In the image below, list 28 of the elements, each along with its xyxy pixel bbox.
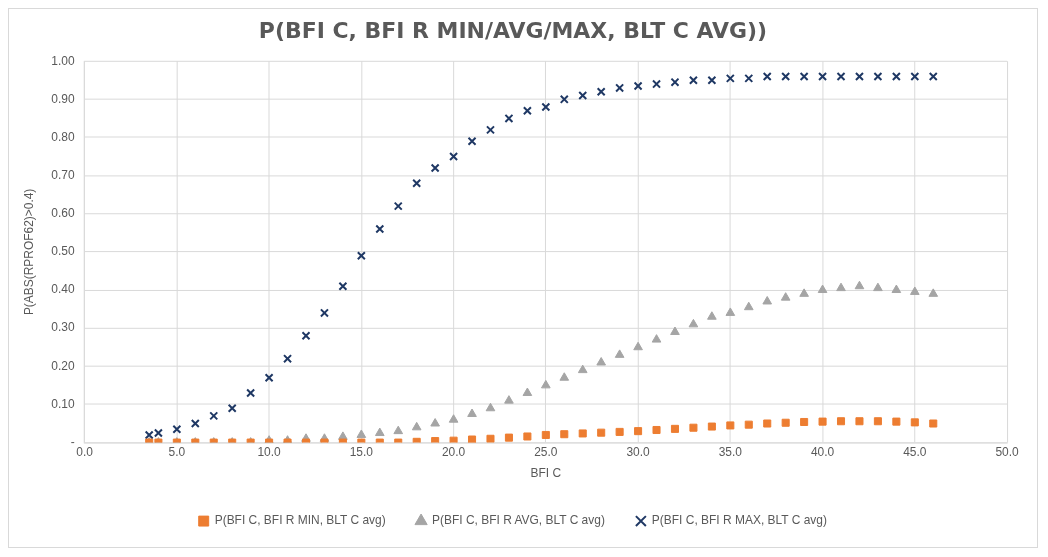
x-tick-label: 45.0 [903,445,927,460]
y-tick-label: 0.50 [51,244,75,259]
x-tick-label: 20.0 [441,445,466,460]
x-axis-title: BFI C [530,466,562,481]
x-tick-label: 50.0 [995,445,1020,460]
x-tick-label: 0.0 [76,445,94,460]
x-tick-label: 10.0 [257,445,282,460]
y-tick-label: 0.10 [51,396,75,411]
legend-label: P(BFI C, BFI R MAX, BLT C avg) [651,513,827,528]
y-tick-label: 0.20 [51,358,75,373]
chart-title: P(BFI C, BFI R MIN/AVG/MAX, BLT C AVG)) [258,17,768,43]
x-tick-label: 15.0 [349,445,374,460]
y-tick-label: 0.70 [51,167,75,182]
y-tick-label: 0.60 [51,206,75,221]
legend-label: P(BFI C, BFI R AVG, BLT C avg) [432,513,605,528]
legend-label: P(BFI C, BFI R MIN, BLT C avg) [214,513,386,528]
x-tick-label: 25.0 [534,445,558,460]
x-tick-label: 5.0 [168,445,186,460]
x-tick-label: 30.0 [626,445,651,460]
y-axis-title: P(ABS(RPROF62)>0.4) [22,188,37,316]
x-tick-label: 35.0 [718,445,743,460]
x-tick-label: 40.0 [810,445,835,460]
y-tick-label: - [70,434,75,449]
y-tick-label: 1.00 [51,53,75,68]
y-tick-label: 0.30 [51,320,75,335]
y-tick-label: 0.40 [51,282,75,297]
y-tick-label: 0.90 [51,91,75,106]
y-tick-label: 0.80 [51,129,75,144]
